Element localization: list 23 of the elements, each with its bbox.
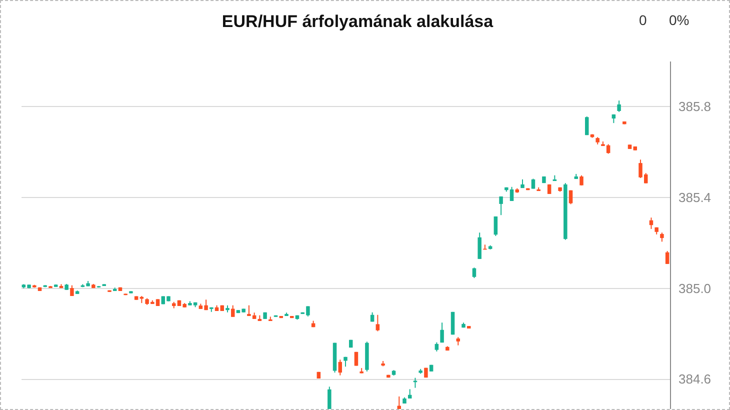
candlestick xyxy=(434,342,439,352)
y-tick-label: 385.4 xyxy=(678,190,712,205)
candlestick xyxy=(617,100,621,112)
candlestick xyxy=(499,196,503,216)
candlestick xyxy=(338,359,342,376)
candlestick xyxy=(478,232,482,260)
y-tick-label: 385.8 xyxy=(678,98,712,114)
candlestick xyxy=(665,250,670,264)
candlestick xyxy=(494,216,498,236)
candlestick xyxy=(568,190,573,205)
text: 0% xyxy=(669,12,690,28)
candlestick xyxy=(580,174,584,186)
y-tick-label: 385.0 xyxy=(678,280,712,296)
y-tick-label: 384.6 xyxy=(678,372,712,387)
candlestick xyxy=(440,322,444,344)
candlestick xyxy=(230,304,235,318)
candlestick xyxy=(354,351,358,366)
text: 0 xyxy=(639,12,647,28)
chart-title: EUR/HUF árfolyamának alakulása xyxy=(222,12,494,31)
candlestick xyxy=(584,116,589,136)
candlestick xyxy=(472,267,476,279)
candlestick xyxy=(660,232,664,242)
candlestick xyxy=(376,314,380,332)
